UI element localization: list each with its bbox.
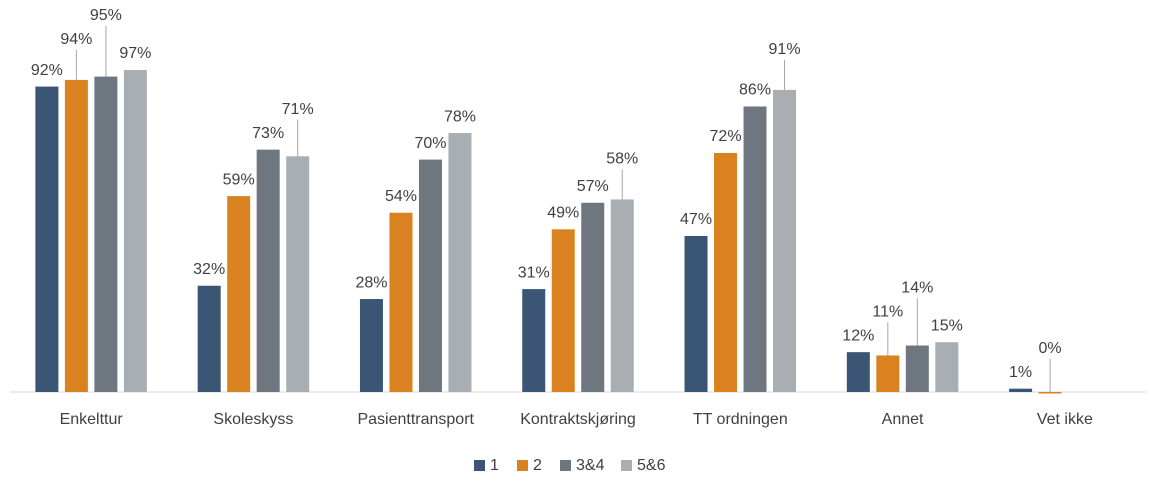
legend-label: 3&4 [576, 457, 605, 474]
bar [389, 212, 413, 392]
legend-swatch [474, 460, 485, 471]
bar [1009, 388, 1033, 392]
bar [876, 355, 900, 392]
value-label: 11% [872, 303, 903, 320]
bar [743, 106, 767, 392]
value-label: 94% [60, 31, 92, 48]
bar [935, 342, 959, 392]
value-label: 78% [444, 108, 476, 125]
legend-label: 2 [533, 457, 542, 474]
value-label: 28% [355, 274, 387, 291]
x-tick-label: Vet ikke [1037, 411, 1093, 428]
bar [610, 199, 634, 392]
bar [846, 352, 870, 392]
x-tick-label: Skoleskyss [213, 411, 293, 428]
value-label: 72% [710, 128, 742, 145]
bar [197, 285, 221, 392]
value-label: 12% [842, 327, 874, 344]
bar [581, 202, 605, 392]
bar [123, 69, 147, 393]
legend-label: 1 [490, 457, 499, 474]
value-label: 58% [606, 151, 638, 168]
value-label: 91% [769, 41, 801, 58]
x-tick-label: Annet [882, 411, 924, 428]
bar [286, 156, 310, 392]
value-label: 92% [31, 62, 63, 79]
value-label: 95% [90, 7, 122, 24]
value-label: 47% [680, 211, 712, 228]
value-label: 59% [223, 171, 255, 188]
bar [684, 235, 708, 392]
value-label: 49% [547, 205, 579, 222]
legend-swatch [560, 460, 571, 471]
bar [551, 229, 575, 392]
legend-label: 5&6 [637, 457, 666, 474]
value-label: 32% [193, 261, 225, 278]
value-label: 14% [901, 279, 933, 296]
bar [64, 79, 88, 393]
bar [94, 76, 118, 392]
value-label: 71% [282, 101, 314, 118]
bar [359, 299, 383, 392]
bar [256, 149, 280, 392]
bar [418, 159, 442, 392]
value-label: 0% [1039, 340, 1062, 357]
x-tick-label: Pasienttransport [357, 411, 474, 428]
value-label: 31% [518, 264, 550, 281]
bar [905, 345, 929, 392]
legend-swatch [517, 460, 528, 471]
x-tick-label: Kontraktskjøring [520, 411, 636, 428]
value-label: 57% [577, 178, 609, 195]
value-label: 15% [931, 317, 963, 334]
legend-swatch [621, 460, 632, 471]
bar [35, 86, 59, 392]
value-label: 1% [1009, 364, 1032, 381]
bar [227, 196, 251, 392]
value-label: 86% [739, 82, 771, 99]
x-tick-label: Enkelttur [60, 411, 124, 428]
bar [773, 89, 797, 392]
value-label: 73% [252, 125, 284, 142]
bar [522, 289, 546, 392]
value-label: 70% [414, 135, 446, 152]
value-label: 54% [385, 188, 417, 205]
bar [448, 133, 472, 393]
bar [714, 152, 738, 392]
bar [1038, 392, 1062, 394]
x-tick-label: TT ordningen [693, 411, 788, 428]
value-label: 97% [119, 45, 151, 62]
